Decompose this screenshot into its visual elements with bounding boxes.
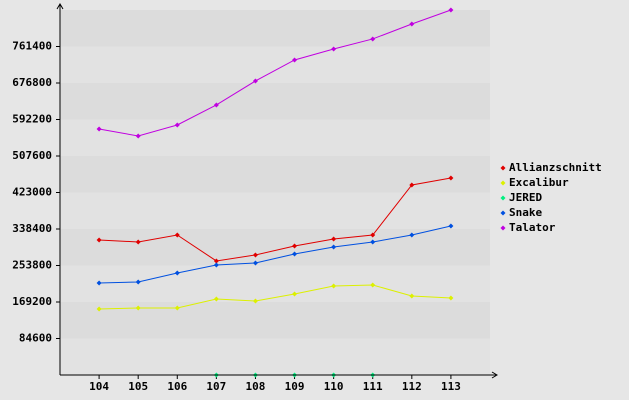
point <box>292 251 298 257</box>
point <box>409 182 415 188</box>
point <box>292 291 298 297</box>
point <box>331 236 337 242</box>
point <box>448 175 454 181</box>
x-tick-label: 113 <box>441 380 461 393</box>
point <box>252 78 258 84</box>
point <box>213 296 219 302</box>
legend-marker <box>500 165 506 171</box>
point <box>213 102 219 108</box>
point <box>331 244 337 250</box>
point <box>448 223 454 229</box>
point <box>252 252 258 258</box>
x-tick-label: 107 <box>206 380 226 393</box>
y-tick-label: 507600 <box>12 149 52 162</box>
plot-band <box>60 83 490 120</box>
point <box>135 279 141 285</box>
point <box>174 232 180 238</box>
point <box>331 283 337 289</box>
point <box>174 122 180 128</box>
y-tick-label: 169200 <box>12 295 52 308</box>
plot-band <box>60 119 490 156</box>
series-line <box>99 177 451 262</box>
legend-label: Talator <box>509 221 556 234</box>
x-tick-label: 104 <box>89 380 109 393</box>
point <box>135 305 141 311</box>
point <box>96 280 102 286</box>
point <box>96 306 102 312</box>
point <box>370 282 376 288</box>
plot-band <box>60 46 490 83</box>
x-tick-label: 110 <box>324 380 344 393</box>
point <box>174 270 180 276</box>
legend-label: Excalibur <box>509 176 569 189</box>
legend-marker <box>500 180 506 186</box>
point <box>252 260 258 266</box>
point <box>292 243 298 249</box>
x-tick-label: 108 <box>246 380 266 393</box>
point <box>96 237 102 243</box>
point <box>409 21 415 27</box>
series-line <box>99 9 452 137</box>
point <box>409 232 415 238</box>
legend-label: Allianzschnitt <box>509 161 602 174</box>
legend-label: Snake <box>509 206 542 219</box>
plot-band <box>60 338 490 375</box>
point <box>448 7 454 13</box>
point <box>213 262 219 268</box>
plot-band <box>60 192 490 229</box>
y-tick-label: 423000 <box>12 186 52 199</box>
point <box>96 126 102 132</box>
y-tick-label: 338400 <box>12 222 52 235</box>
plot-band <box>60 229 490 266</box>
x-tick-label: 111 <box>363 380 383 393</box>
x-axis-arrow <box>491 371 498 379</box>
x-tick-label: 106 <box>167 380 187 393</box>
legend-marker <box>500 225 506 231</box>
y-axis-arrow <box>56 3 64 10</box>
x-tick-label: 112 <box>402 380 422 393</box>
y-tick-label: 592200 <box>12 113 52 126</box>
legend-marker <box>500 210 506 216</box>
point <box>331 46 337 52</box>
point <box>213 258 219 264</box>
point <box>370 239 376 245</box>
legend-marker <box>500 195 506 201</box>
y-tick-label: 676800 <box>12 76 52 89</box>
x-tick-label: 109 <box>285 380 305 393</box>
y-tick-label: 253800 <box>12 259 52 272</box>
point <box>370 232 376 238</box>
y-tick-label: 84600 <box>19 332 52 345</box>
point <box>448 295 454 301</box>
series-line <box>99 225 452 284</box>
x-tick-label: 105 <box>128 380 148 393</box>
series-line <box>99 284 451 310</box>
plot-band <box>60 10 490 47</box>
legend-label: JERED <box>509 191 542 204</box>
point <box>135 133 141 139</box>
point <box>252 298 258 304</box>
point <box>174 305 180 311</box>
point <box>370 36 376 42</box>
plot-band <box>60 156 490 193</box>
plot-band <box>60 302 490 339</box>
point <box>135 239 141 245</box>
point <box>409 293 415 299</box>
y-tick-label: 761400 <box>12 40 52 53</box>
point <box>292 57 298 63</box>
